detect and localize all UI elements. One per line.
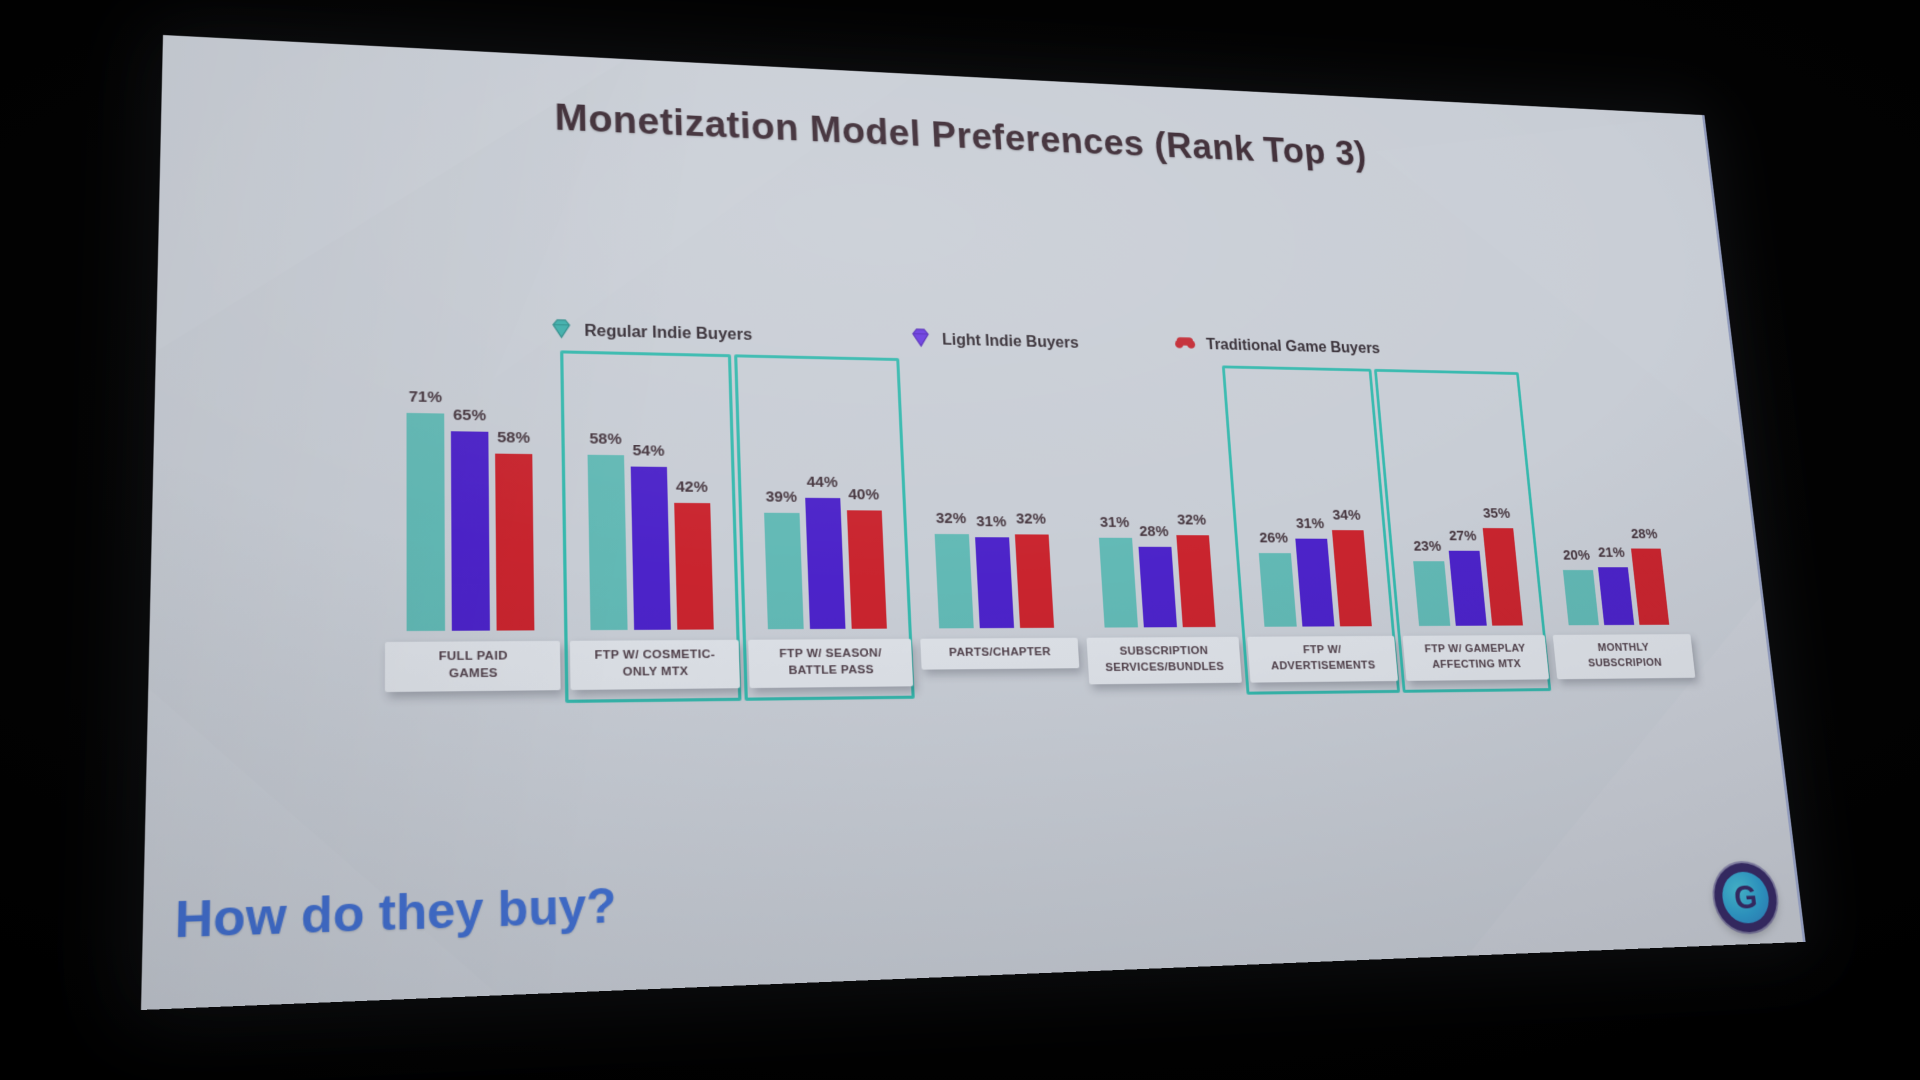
bar-value-label: 35%: [1482, 505, 1511, 522]
chart-group: 20% 21% 28% MONTHLY SUBSCRIPION: [1521, 372, 1697, 691]
bar-light-indie-buyers: [1448, 550, 1487, 626]
bar-value-label: 21%: [1597, 544, 1626, 561]
category-label-box: FTP W/ SEASON/BATTLE PASS: [748, 638, 914, 688]
chart-group: 31% 28% 32% SUBSCRIPTION SERVICES/BUNDLES: [1065, 362, 1244, 697]
bar-traditional-game-buyers: [674, 502, 714, 630]
category-label-line: FULL PAID: [438, 649, 508, 664]
bar-regular-indie-buyers: [764, 512, 804, 630]
bar-light-indie-buyers: [805, 497, 846, 630]
category-label-line: BATTLE PASS: [788, 663, 875, 678]
bar-value-label: 26%: [1258, 529, 1289, 547]
chart-group: 71% 65% 58% FULL PAID GAMES: [379, 346, 562, 705]
category-label-line: ADVERTISEMENTS: [1270, 659, 1376, 673]
category-label-line: FTP W/ COSMETIC-: [594, 648, 716, 662]
bar-value-label: 34%: [1331, 507, 1362, 524]
logo-letter: G: [1719, 871, 1772, 925]
category-label-line: SUBSCRIPTION: [1119, 644, 1209, 658]
category-label-line: MONTHLY: [1597, 641, 1650, 654]
bar-chart: 71% 65% 58% FULL PAID GAMES 58% 54% 42% FTP W/ C…: [141, 35, 1803, 1010]
bar-traditional-game-buyers: [1014, 534, 1055, 628]
bar-light-indie-buyers: [1138, 546, 1177, 628]
category-label-box: SUBSCRIPTION SERVICES/BUNDLES: [1086, 636, 1242, 685]
category-label-line: SERVICES/BUNDLES: [1105, 660, 1225, 674]
category-label-line: GAMES: [448, 666, 498, 681]
bar-traditional-game-buyers: [1176, 535, 1216, 628]
bar-value-label: 71%: [408, 388, 442, 407]
bar-regular-indie-buyers: [1562, 570, 1599, 626]
bar-light-indie-buyers: [1295, 538, 1335, 627]
category-label-line: AFFECTING MTX: [1431, 658, 1522, 671]
bar-regular-indie-buyers: [406, 412, 446, 632]
bar-value-label: 32%: [1015, 510, 1047, 528]
bar-value-label: 32%: [1176, 511, 1207, 529]
bar-value-label: 27%: [1448, 527, 1478, 545]
bar-value-label: 65%: [452, 406, 487, 425]
category-label-box: FTP W/ADVERTISEMENTS: [1247, 635, 1399, 683]
category-label-line: ONLY MTX: [622, 665, 689, 679]
bar-traditional-game-buyers: [1482, 528, 1523, 626]
bar-value-label: 39%: [765, 488, 798, 506]
bar-light-indie-buyers: [975, 537, 1015, 629]
bar-value-label: 40%: [847, 486, 880, 504]
chart-group: 32% 31% 32% PARTS/CHAPTER: [902, 358, 1082, 699]
bar-regular-indie-buyers: [1098, 537, 1138, 628]
bar-value-label: 54%: [632, 442, 665, 460]
bar-traditional-game-buyers: [1631, 548, 1670, 625]
bar-light-indie-buyers: [450, 431, 490, 631]
bar-regular-indie-buyers: [1258, 553, 1297, 627]
category-label-box: FTP W/ COSMETIC- ONLY MTX: [569, 639, 741, 690]
bar-regular-indie-buyers: [934, 533, 974, 629]
gem-teal-icon: [549, 318, 574, 345]
bar-traditional-game-buyers: [495, 453, 535, 631]
category-label-line: FTP W/ GAMEPLAY: [1424, 642, 1527, 656]
chart-group-highlighted: 58% 54% 42% FTP W/ COSMETIC- ONLY MTX: [560, 350, 741, 703]
bar-light-indie-buyers: [1597, 567, 1635, 626]
category-label-box: FTP W/ GAMEPLAY AFFECTING MTX: [1402, 634, 1550, 681]
bar-regular-indie-buyers: [1413, 561, 1451, 626]
bar-traditional-game-buyers: [846, 510, 887, 629]
chart-group-highlighted: 26% 31% 34% FTP W/ADVERTISEMENTS: [1222, 365, 1400, 694]
category-label-line: PARTS/CHAPTER: [948, 646, 1052, 660]
chart-group-highlighted: 39% 44% 40% FTP W/ SEASON/BATTLE PASS: [734, 354, 915, 700]
bar-value-label: 28%: [1630, 526, 1659, 543]
category-label-box: MONTHLY SUBSCRIPION: [1552, 634, 1696, 679]
category-label-box: PARTS/CHAPTER: [920, 637, 1080, 670]
chart-group-highlighted: 23% 27% 35% FTP W/ GAMEPLAY AFFECTING MTX: [1374, 369, 1551, 693]
bar-value-label: 42%: [675, 478, 708, 496]
category-label-line: FTP W/ SEASON/: [779, 647, 882, 661]
bar-traditional-game-buyers: [1331, 530, 1372, 627]
category-label-box: FULL PAID GAMES: [384, 640, 561, 692]
bar-regular-indie-buyers: [587, 454, 628, 631]
legend-item-regular-indie-buyers: Regular Indie Buyers: [549, 318, 753, 349]
category-label-line: FTP W/: [1302, 644, 1342, 657]
category-label-line: SUBSCRIPION: [1587, 656, 1663, 670]
slide: Monetization Model Preferences (Rank Top…: [140, 35, 1806, 1011]
bar-value-label: 58%: [497, 428, 531, 447]
